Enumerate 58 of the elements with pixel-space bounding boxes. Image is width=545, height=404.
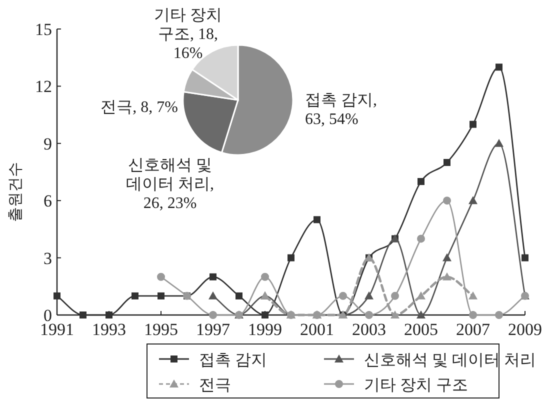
point bbox=[522, 254, 528, 262]
point bbox=[418, 178, 424, 186]
point bbox=[236, 292, 242, 300]
y-tick-label: 15 bbox=[35, 20, 52, 39]
slice-label: 접촉 감지, 63, 54% bbox=[305, 92, 377, 128]
slice-label: 기타 장치 구조, 18, 16% bbox=[154, 7, 222, 62]
x-tick-label: 2005 bbox=[404, 320, 438, 339]
point bbox=[443, 196, 451, 205]
y-tick-label: 9 bbox=[44, 134, 52, 154]
point bbox=[261, 272, 269, 281]
x-tick-label: 1997 bbox=[196, 320, 230, 339]
point bbox=[209, 311, 217, 319]
y-tick-label: 6 bbox=[44, 192, 52, 211]
x-tick-label: 2007 bbox=[456, 320, 490, 339]
legend-label: 기타 장치 구조 bbox=[364, 377, 468, 394]
point bbox=[106, 312, 112, 318]
point bbox=[208, 291, 218, 300]
x-tick-label: 2001 bbox=[300, 320, 334, 339]
point bbox=[468, 196, 478, 204]
y-tick-label: 3 bbox=[44, 248, 52, 268]
point bbox=[496, 64, 502, 71]
point bbox=[210, 273, 216, 280]
point bbox=[339, 292, 347, 300]
x-tick-label: 1995 bbox=[144, 320, 178, 339]
point bbox=[364, 291, 374, 300]
y-axis-title: 출원건수 bbox=[8, 162, 24, 222]
point bbox=[132, 292, 138, 300]
point bbox=[468, 291, 478, 300]
legend-label: 접촉 감지 bbox=[199, 352, 267, 369]
point bbox=[416, 291, 426, 300]
point bbox=[470, 120, 476, 128]
point bbox=[416, 310, 426, 318]
x-tick-label: 1999 bbox=[248, 320, 282, 339]
point bbox=[495, 311, 503, 319]
slice-label: 전극, 8, 7% bbox=[100, 99, 178, 116]
point bbox=[494, 138, 504, 147]
point bbox=[444, 158, 450, 166]
point bbox=[442, 253, 452, 262]
point bbox=[390, 310, 400, 318]
slice-label: 신호해석 및 데이터 처리, 26, 23% bbox=[126, 157, 214, 212]
point bbox=[157, 272, 165, 281]
x-tick-label: 2009 bbox=[508, 320, 542, 339]
point bbox=[314, 216, 320, 224]
point bbox=[288, 254, 294, 262]
x-tick-label: 1993 bbox=[92, 320, 126, 339]
x-tick-label: 2003 bbox=[352, 320, 386, 339]
legend-label: 전극 bbox=[199, 377, 231, 394]
point bbox=[391, 292, 399, 300]
point bbox=[442, 272, 452, 280]
point bbox=[80, 312, 86, 318]
point bbox=[158, 292, 164, 300]
point bbox=[262, 312, 268, 318]
legend-label: 신호해석 및 데이터 처리 bbox=[364, 352, 536, 369]
point bbox=[54, 292, 60, 300]
y-tick-label: 12 bbox=[35, 77, 52, 96]
point bbox=[469, 311, 477, 319]
point bbox=[417, 234, 425, 243]
point bbox=[365, 311, 373, 319]
